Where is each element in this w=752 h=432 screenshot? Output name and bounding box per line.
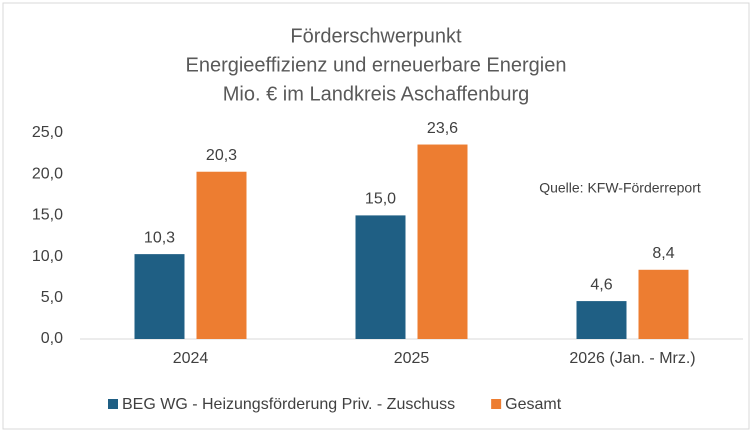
legend-label: BEG WG - Heizungsförderung Priv. - Zusch… xyxy=(122,396,455,413)
y-tick-label: 25,0 xyxy=(32,124,63,141)
y-tick-label: 10,0 xyxy=(32,248,63,265)
chart-title: Förderschwerpunkt xyxy=(290,25,462,47)
legend-swatch xyxy=(491,399,502,409)
y-tick-label: 20,0 xyxy=(32,165,63,182)
y-tick-label: 15,0 xyxy=(32,207,63,224)
data-label: 20,3 xyxy=(206,147,237,164)
annotation: Quelle: KFW-Förderreport xyxy=(539,180,701,196)
bar xyxy=(576,301,627,339)
data-label: 15,0 xyxy=(365,191,396,208)
chart-title: Mio. € im Landkreis Aschaffenburg xyxy=(223,83,529,105)
x-tick-label: 2024 xyxy=(173,350,209,367)
data-label: 23,6 xyxy=(427,120,458,137)
data-label: 4,6 xyxy=(590,276,612,293)
data-label: 10,3 xyxy=(144,229,175,246)
bar xyxy=(417,144,468,339)
bar xyxy=(355,215,406,339)
legend-swatch xyxy=(108,399,118,409)
data-label: 8,4 xyxy=(652,245,674,262)
legend-label: Gesamt xyxy=(505,396,562,413)
chart-title: Energieeffizienz und erneuerbare Energie… xyxy=(185,54,566,76)
y-tick-label: 0,0 xyxy=(41,330,63,347)
bar xyxy=(134,254,185,339)
bar xyxy=(638,269,689,339)
x-tick-label: 2025 xyxy=(394,350,430,367)
x-tick-label: 2026 (Jan. - Mrz.) xyxy=(569,350,695,367)
bar xyxy=(196,171,247,339)
y-tick-label: 5,0 xyxy=(41,289,63,306)
